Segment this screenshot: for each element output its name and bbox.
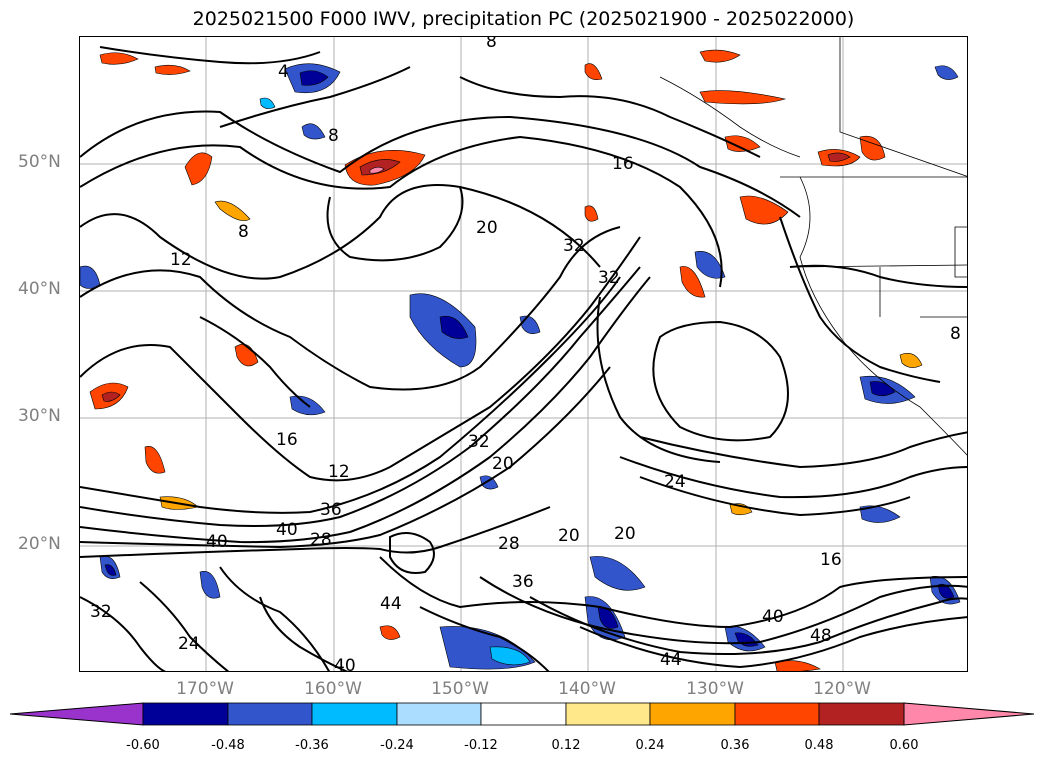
contour-labels: 4 8 8 8 8 12 12 16 16 16 20 20 20 20 24 … <box>90 37 961 672</box>
colorbar-bin <box>311 702 398 726</box>
colorbar-bin <box>396 702 482 726</box>
contour-label: 20 <box>492 454 514 474</box>
contour-label: 20 <box>614 524 636 544</box>
lat-label-40n: 40°N <box>18 279 61 299</box>
contour-label: 32 <box>598 268 620 288</box>
contour-label: 4 <box>278 62 289 82</box>
contour-label: 20 <box>476 218 498 238</box>
contour-label: 32 <box>468 432 490 452</box>
lon-label-150w: 150°W <box>431 679 489 699</box>
colorbar-bin <box>480 702 567 726</box>
contour-label: 16 <box>612 154 634 174</box>
lat-label-30n: 30°N <box>18 406 61 426</box>
contour-label: 8 <box>950 324 961 344</box>
colorbar-bin <box>142 702 229 726</box>
colorbar-tick: 0.60 <box>889 738 919 753</box>
lon-label-160w: 160°W <box>304 679 362 699</box>
contour-label: 28 <box>310 530 332 550</box>
lon-label-120w: 120°W <box>813 679 871 699</box>
colorbar-tick: 0.12 <box>551 738 581 753</box>
contour-label: 20 <box>558 526 580 546</box>
contour-label: 24 <box>178 634 200 654</box>
colorbar-low-extend <box>10 702 144 726</box>
colorbar-tick: -0.12 <box>464 738 498 753</box>
contour-label: 12 <box>328 462 350 482</box>
lat-label-50n: 50°N <box>18 152 61 172</box>
lon-label-130w: 130°W <box>686 679 744 699</box>
contour-label: 40 <box>334 656 356 672</box>
contour-label: 40 <box>276 520 298 540</box>
contour-label: 44 <box>660 650 682 670</box>
contour-label: 40 <box>762 607 784 627</box>
colorbar-bin <box>565 702 651 726</box>
map-panel: 4 8 8 8 8 12 12 16 16 16 20 20 20 20 24 … <box>79 36 968 672</box>
colorbar-bin <box>734 702 820 726</box>
colorbar-tick: 0.48 <box>804 738 834 753</box>
colorbar-bin <box>227 702 313 726</box>
contour-label: 36 <box>320 500 342 520</box>
negative-precip-patches <box>80 63 961 670</box>
colorbar-tick: -0.24 <box>380 738 414 753</box>
contour-label: 8 <box>328 126 339 146</box>
contour-label: 44 <box>380 594 402 614</box>
map-canvas: 4 8 8 8 8 12 12 16 16 16 20 20 20 20 24 … <box>80 37 967 672</box>
contour-label: 32 <box>563 236 585 256</box>
colorbar-bin <box>649 702 736 726</box>
colorbar-bin <box>818 702 905 726</box>
contour-label: 36 <box>512 572 534 592</box>
contour-label: 24 <box>664 472 686 492</box>
coastlines <box>659 37 967 456</box>
map-title: 2025021500 F000 IWV, precipitation PC (2… <box>192 8 855 30</box>
lon-label-170w: 170°W <box>176 679 234 699</box>
contour-label: 32 <box>90 602 112 622</box>
contour-label: 8 <box>486 37 497 52</box>
colorbar-tick: -0.36 <box>295 738 329 753</box>
contour-label: 16 <box>276 430 298 450</box>
colorbar <box>10 702 1035 726</box>
contour-label: 12 <box>170 250 192 270</box>
contour-label: 40 <box>206 532 228 552</box>
contour-label: 28 <box>498 534 520 554</box>
colorbar-tick: -0.48 <box>211 738 245 753</box>
contour-label: 16 <box>820 550 842 570</box>
colorbar-high-extend <box>903 702 1035 726</box>
contour-label: 48 <box>810 626 832 646</box>
lon-label-140w: 140°W <box>558 679 616 699</box>
colorbar-tick: 0.36 <box>720 738 750 753</box>
contour-label: 8 <box>238 222 249 242</box>
colorbar-tick: -0.60 <box>126 738 160 753</box>
positive-precip-patches <box>89 49 923 671</box>
colorbar-tick: 0.24 <box>635 738 665 753</box>
lat-label-20n: 20°N <box>18 534 61 554</box>
